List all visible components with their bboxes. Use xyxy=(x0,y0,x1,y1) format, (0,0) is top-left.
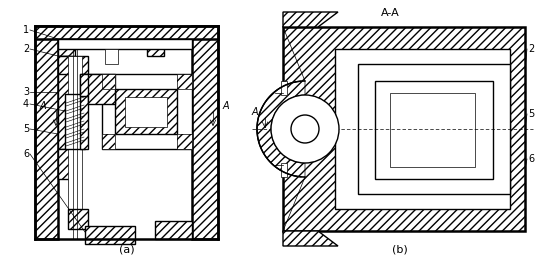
Polygon shape xyxy=(283,231,338,246)
Bar xyxy=(68,209,88,229)
Text: (a): (a) xyxy=(119,244,135,254)
Bar xyxy=(58,56,70,149)
Bar xyxy=(102,134,115,149)
Bar xyxy=(58,56,70,149)
Bar xyxy=(85,226,135,244)
Text: 5: 5 xyxy=(23,124,29,134)
Bar xyxy=(80,74,88,149)
Bar xyxy=(125,97,167,127)
Bar xyxy=(358,64,510,194)
Text: 2: 2 xyxy=(528,44,534,54)
Bar xyxy=(80,74,102,96)
Circle shape xyxy=(271,95,339,163)
Text: 1: 1 xyxy=(23,25,29,35)
Bar xyxy=(58,39,75,56)
Polygon shape xyxy=(283,12,338,27)
Circle shape xyxy=(291,115,319,143)
Polygon shape xyxy=(257,81,305,177)
Bar xyxy=(177,134,192,149)
Bar xyxy=(58,149,80,179)
Bar xyxy=(88,74,115,104)
Bar xyxy=(335,49,510,209)
Bar xyxy=(155,221,192,239)
Text: A: A xyxy=(223,101,229,111)
Bar xyxy=(80,74,88,149)
Bar xyxy=(35,26,218,39)
Bar xyxy=(177,74,192,89)
Bar xyxy=(58,56,88,74)
Text: (b): (b) xyxy=(392,244,408,254)
Bar xyxy=(147,39,164,56)
Bar xyxy=(58,149,80,179)
Text: 6: 6 xyxy=(23,149,29,159)
Bar xyxy=(88,74,115,104)
Bar xyxy=(283,27,525,231)
Bar xyxy=(68,56,82,209)
Bar xyxy=(281,163,287,177)
Bar xyxy=(102,74,192,149)
Bar xyxy=(85,226,135,244)
Text: 6: 6 xyxy=(528,154,534,164)
Bar xyxy=(58,39,75,56)
Text: 2: 2 xyxy=(23,44,29,54)
Text: A: A xyxy=(252,107,258,117)
Bar xyxy=(390,93,475,167)
Bar xyxy=(35,26,218,39)
Bar xyxy=(283,27,525,231)
Text: 4: 4 xyxy=(23,99,29,109)
Bar xyxy=(80,74,102,96)
Text: 5: 5 xyxy=(528,109,534,119)
Bar xyxy=(192,26,218,239)
Bar xyxy=(177,134,192,149)
Bar xyxy=(155,221,192,239)
Bar xyxy=(102,74,115,89)
Text: A: A xyxy=(40,101,46,111)
Bar xyxy=(115,89,177,134)
Bar xyxy=(105,49,118,64)
Bar xyxy=(102,74,115,89)
Bar xyxy=(65,94,85,149)
Bar xyxy=(58,39,192,49)
Text: 3: 3 xyxy=(23,87,29,97)
Bar xyxy=(35,26,58,239)
Bar xyxy=(192,26,218,239)
Bar xyxy=(177,74,192,89)
Text: A-A: A-A xyxy=(381,8,400,18)
Bar xyxy=(147,39,164,56)
Bar xyxy=(375,81,493,179)
Bar xyxy=(102,134,115,149)
Bar xyxy=(281,81,287,95)
Bar xyxy=(68,209,88,229)
Bar xyxy=(115,89,177,134)
Bar xyxy=(35,26,58,239)
Bar xyxy=(58,56,88,74)
